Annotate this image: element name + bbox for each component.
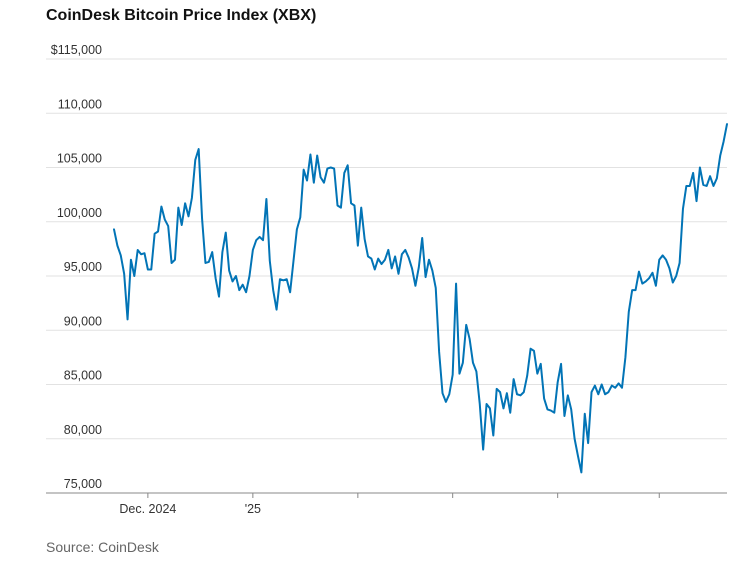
y-tick-label: 110,000 xyxy=(58,97,102,111)
chart-title: CoinDesk Bitcoin Price Index (XBX) xyxy=(46,7,317,24)
y-axis-tick-labels: $115,000 110,000 105,000 100,000 95,000 90,00… xyxy=(51,43,102,491)
x-tick-label: '25 xyxy=(245,502,261,516)
x-axis: Dec. 2024 '25 xyxy=(46,492,727,516)
y-tick-label: 80,000 xyxy=(64,423,102,437)
y-tick-label: $115,000 xyxy=(51,43,102,57)
gridlines xyxy=(46,58,727,440)
y-tick-label: 105,000 xyxy=(57,152,102,166)
y-tick-label: 90,000 xyxy=(64,314,102,328)
y-tick-label: 75,000 xyxy=(64,477,102,491)
y-tick-label: 95,000 xyxy=(64,260,102,274)
series-lines xyxy=(113,123,728,474)
source-note: Source: CoinDesk xyxy=(46,539,159,555)
y-tick-label: 85,000 xyxy=(64,369,102,383)
price-series-line xyxy=(113,123,728,474)
x-tick-label: Dec. 2024 xyxy=(119,502,176,516)
y-tick-label: 100,000 xyxy=(57,206,102,220)
